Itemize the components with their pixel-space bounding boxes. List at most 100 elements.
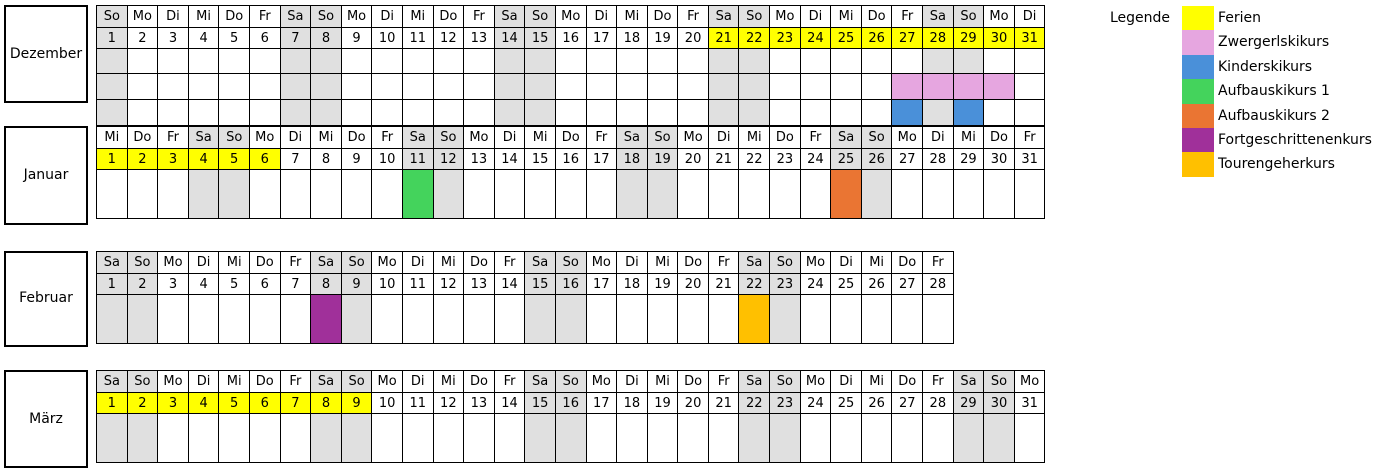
- course-cell: [830, 73, 862, 100]
- course-cell: [432, 99, 465, 126]
- weekday-cell: So: [769, 370, 801, 393]
- weekday-cell: Sa: [524, 370, 556, 393]
- course-cell: [126, 294, 159, 344]
- course-cell: [769, 73, 801, 100]
- day-number-cell: 18: [616, 273, 648, 295]
- day-number-cell: 4: [187, 148, 220, 170]
- weekday-cell: Fr: [922, 370, 954, 393]
- legend-swatch: [1182, 54, 1214, 80]
- weekday-cell: Fr: [493, 370, 526, 393]
- course-cell: [96, 413, 128, 463]
- course-cell: [585, 169, 618, 219]
- weekday-cell: Mo: [340, 5, 373, 28]
- course-cell: [616, 99, 648, 126]
- course-cell: [585, 413, 618, 463]
- weekday-cell: Fr: [799, 126, 832, 149]
- weekday-cell: Mo: [983, 5, 1015, 28]
- weekday-cell: Mo: [371, 370, 403, 393]
- day-number-row: 1 2 3 4 5 6 7 8 9 10 11 12 13 14 15 16 17 18 19 20 21 22 23 24 2…: [96, 27, 1046, 49]
- course-cell: [463, 48, 495, 74]
- weekday-cell: Di: [616, 251, 648, 274]
- day-number-cell: 30: [983, 148, 1015, 170]
- weekday-cell: Mi: [646, 370, 679, 393]
- course-cell: [310, 99, 342, 126]
- weekday-cell: Sa: [738, 370, 771, 393]
- day-number-cell: 11: [401, 392, 434, 414]
- weekday-cell: Mi: [646, 251, 679, 274]
- day-number-cell: 21: [707, 273, 740, 295]
- course-cell: [157, 73, 189, 100]
- weekday-cell: So: [126, 370, 159, 393]
- weekday-cell: So: [310, 5, 342, 28]
- course-cell: [96, 294, 128, 344]
- weekday-cell: So: [340, 251, 373, 274]
- day-number-cell: 16: [554, 273, 587, 295]
- course-cell: [616, 73, 648, 100]
- weekday-cell: Mo: [554, 5, 587, 28]
- course-cell: [248, 48, 281, 74]
- day-number-cell: 1: [96, 392, 128, 414]
- course-cell: [860, 73, 893, 100]
- course-cell: [126, 413, 159, 463]
- course-cell: [157, 169, 189, 219]
- course-cell: [830, 48, 862, 74]
- course-cell: [187, 48, 220, 74]
- day-number-cell: 6: [248, 273, 281, 295]
- day-number-cell: 24: [799, 27, 832, 49]
- weekday-row: Sa So Mo Di Mi Do Fr Sa So Mo Di Mi Do Fr Sa So Mo Di Mi Do…: [96, 251, 954, 274]
- day-number-cell: 16: [554, 27, 587, 49]
- weekday-cell: Mi: [218, 251, 250, 274]
- course-cell: [769, 413, 801, 463]
- weekday-cell: Mo: [157, 251, 189, 274]
- legend-swatch: [1182, 30, 1214, 55]
- course-cell: [738, 169, 771, 219]
- course-cell: [463, 99, 495, 126]
- course-cell: [432, 73, 465, 100]
- weekday-cell: Fr: [585, 126, 618, 149]
- course-cell: [799, 169, 832, 219]
- course-row: [96, 413, 1046, 463]
- course-cell: [371, 99, 403, 126]
- course-cell: [126, 48, 159, 74]
- weekday-cell: Mi: [432, 251, 465, 274]
- weekday-cell: Sa: [96, 370, 128, 393]
- weekday-cell: Mo: [799, 370, 832, 393]
- day-number-cell: 16: [554, 148, 587, 170]
- day-number-cell: 27: [891, 392, 924, 414]
- day-number-cell: 11: [401, 148, 434, 170]
- course-cell: [432, 413, 465, 463]
- course-cell: [401, 73, 434, 100]
- course-cell: [677, 169, 709, 219]
- course-cell: [371, 73, 403, 100]
- day-number-cell: 7: [279, 273, 312, 295]
- course-cell: [524, 99, 556, 126]
- weekday-cell: Fr: [707, 370, 740, 393]
- weekday-cell: Do: [891, 251, 924, 274]
- course-cell: [96, 169, 128, 219]
- course-cell: [248, 413, 281, 463]
- course-cell: [310, 48, 342, 74]
- course-cell: [401, 413, 434, 463]
- day-number-cell: 16: [554, 392, 587, 414]
- course-cell: [616, 48, 648, 74]
- day-number-cell: 10: [371, 392, 403, 414]
- day-number-cell: 28: [922, 148, 954, 170]
- weekday-cell: Do: [432, 5, 465, 28]
- weekday-cell: Mo: [157, 370, 189, 393]
- day-number-cell: 31: [1013, 148, 1046, 170]
- legend-swatch: [1182, 152, 1214, 177]
- weekday-cell: Mo: [891, 126, 924, 149]
- course-cell-zwergerl: [891, 73, 924, 100]
- day-number-cell: 6: [248, 392, 281, 414]
- month-name: Februar: [19, 290, 73, 306]
- course-cell-kinder: [891, 99, 924, 126]
- weekday-cell: So: [646, 126, 679, 149]
- course-cell: [187, 294, 220, 344]
- day-number-cell: 20: [677, 27, 709, 49]
- weekday-cell: Di: [371, 5, 403, 28]
- course-cell: [585, 99, 618, 126]
- day-number-cell: 1: [96, 273, 128, 295]
- weekday-cell: So: [983, 370, 1015, 393]
- day-number-cell: 11: [401, 273, 434, 295]
- day-number-cell: 15: [524, 273, 556, 295]
